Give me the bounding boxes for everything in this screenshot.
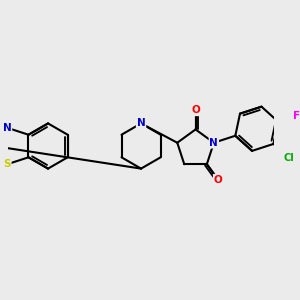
Text: F: F [293,111,300,121]
Text: N: N [209,138,218,148]
Text: O: O [214,175,223,185]
Text: N: N [137,118,146,128]
Text: O: O [191,105,200,115]
Text: S: S [3,159,11,169]
Text: N: N [3,123,11,133]
Text: Cl: Cl [284,153,294,163]
